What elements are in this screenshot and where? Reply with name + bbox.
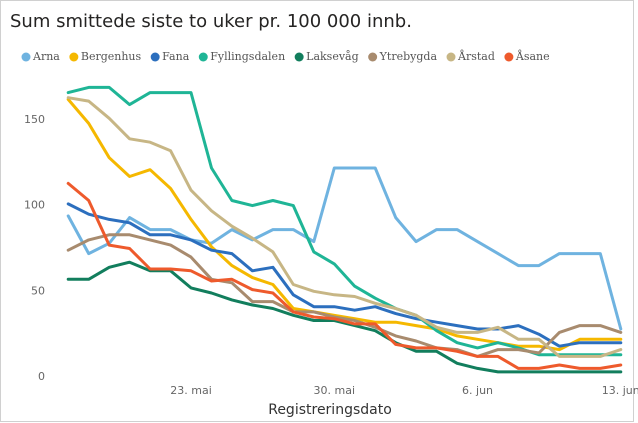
y-tick-label: 150: [24, 113, 45, 126]
y-tick-label: 0: [38, 370, 45, 383]
x-tick-label: 6. jun: [462, 384, 493, 397]
legend-label: Åsane: [515, 49, 550, 63]
legend-marker: [198, 52, 208, 62]
legend-marker: [21, 52, 31, 62]
line-series: [66, 166, 623, 331]
legend-label: Årstad: [457, 49, 495, 63]
line-series: [66, 233, 623, 358]
legend-marker: [150, 52, 160, 62]
line-series: [66, 85, 623, 357]
legend-marker: [368, 52, 378, 62]
legend-marker: [504, 52, 514, 62]
legend-label: Fyllingsdalen: [210, 50, 285, 63]
legend-marker: [69, 52, 79, 62]
y-tick-label: 100: [24, 199, 45, 212]
line-series: [66, 181, 623, 370]
legend-label: Ytrebygda: [379, 50, 438, 63]
line-series: [66, 260, 623, 374]
line-series: [66, 97, 623, 352]
x-tick-label: 13. jun: [602, 384, 638, 397]
line-series: [66, 96, 623, 358]
legend-label: Fana: [162, 50, 190, 63]
x-axis-title: Registreringsdato: [268, 402, 392, 418]
x-tick-label: 30. mai: [314, 384, 356, 397]
line-series: [66, 202, 623, 348]
x-tick-label: 23. mai: [170, 384, 212, 397]
chart-title: Sum smittede siste to uker pr. 100 000 i…: [10, 11, 412, 32]
y-tick-label: 50: [31, 284, 45, 297]
legend-label: Laksevåg: [306, 50, 359, 63]
legend-marker: [294, 52, 304, 62]
legend-label: Bergenhus: [81, 50, 142, 63]
legend-label: Arna: [32, 50, 60, 63]
legend-marker: [446, 52, 456, 62]
